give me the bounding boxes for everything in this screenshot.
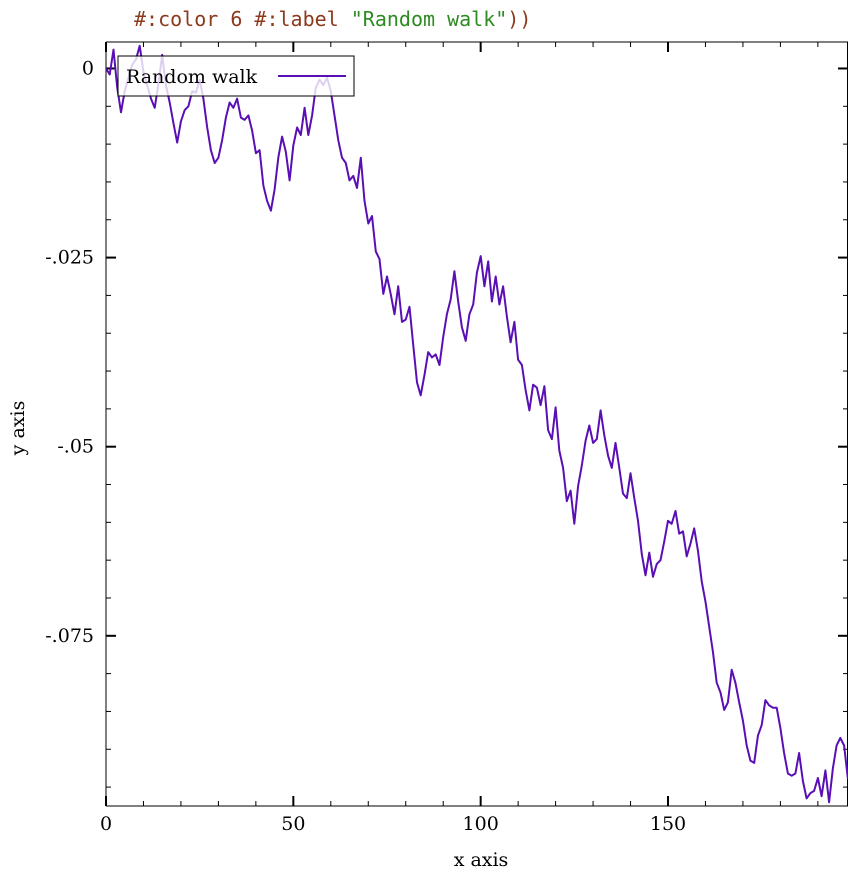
y-tick-label: 0	[82, 57, 94, 79]
x-tick-label: 0	[100, 813, 112, 835]
axis-ticks	[105, 42, 848, 806]
legend-label: Random walk	[126, 66, 258, 88]
y-tick-label: -.075	[45, 625, 94, 647]
code-string: "Random walk"	[350, 7, 508, 31]
y-tick-label: -.05	[57, 436, 94, 458]
x-tick-label: 50	[281, 813, 305, 835]
x-tick-label: 150	[650, 813, 686, 835]
code-snippet: #:color 6 #:label "Random walk"))	[134, 5, 531, 33]
legend: Random walk	[117, 55, 355, 97]
series-line-random-walk	[106, 44, 848, 804]
code-closing-parens: ))	[507, 7, 532, 31]
y-tick-label: -.025	[45, 247, 94, 269]
series-layer	[106, 44, 848, 804]
x-tick-label: 100	[463, 813, 499, 835]
x-axis-title: x axis	[454, 849, 509, 871]
tick-labels: 0 50 100 150 0 -.025 -.05 -.075	[45, 57, 686, 835]
y-axis-title: y axis	[7, 401, 29, 457]
code-keywords: #:color 6 #:label	[134, 7, 351, 31]
